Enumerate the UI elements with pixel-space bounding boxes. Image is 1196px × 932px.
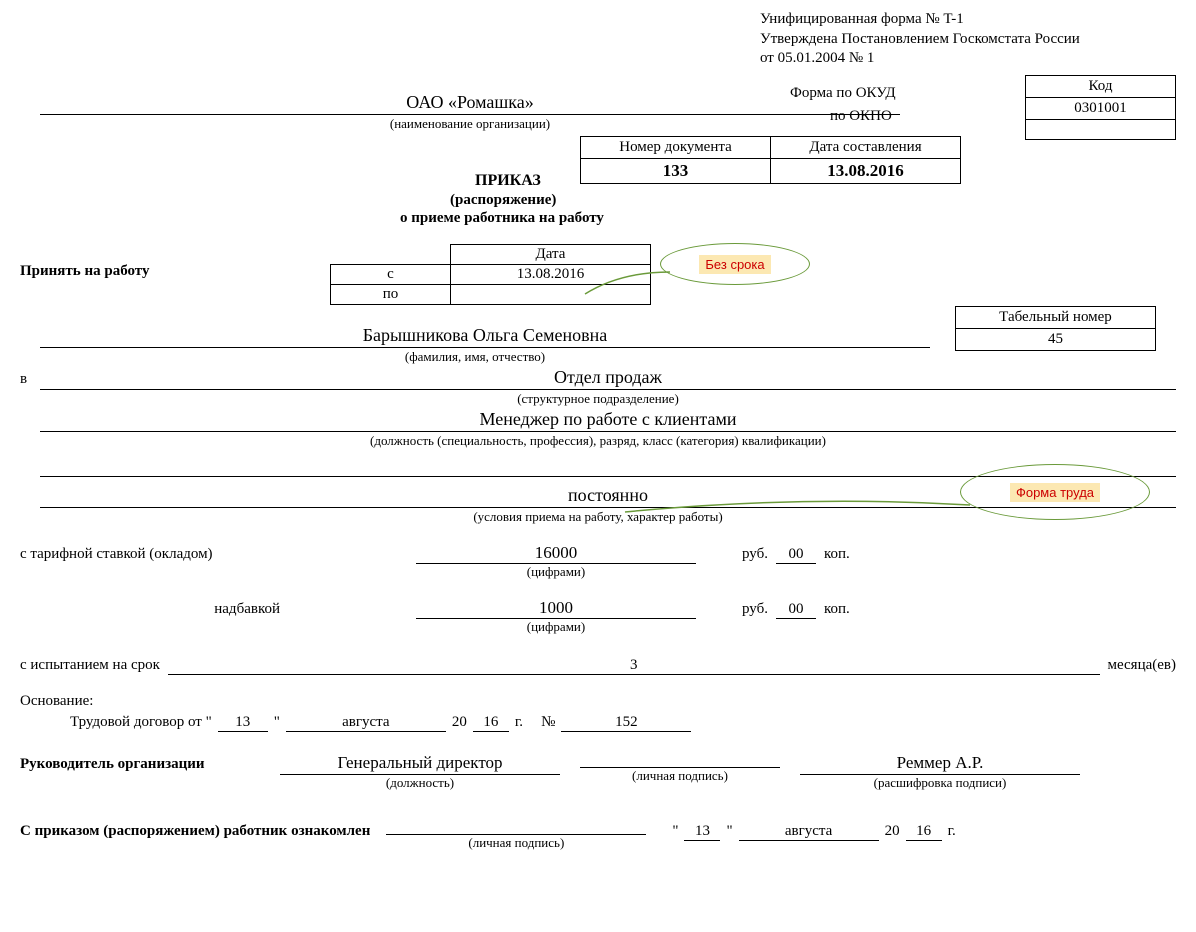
position-value: Менеджер по работе с клиентами: [40, 409, 1176, 432]
manager-name-caption: (расшифровка подписи): [874, 775, 1007, 791]
bonus-row: надбавкой 1000 (цифрами) руб. 00 коп.: [20, 598, 1176, 635]
salary-amount: 16000: [416, 543, 696, 564]
familiar-year-prefix: 20: [885, 823, 900, 840]
position-caption: (должность (специальность, профессия), р…: [20, 433, 1176, 449]
contract-month: августа: [286, 714, 446, 732]
fio-caption: (фамилия, имя, отчество): [20, 349, 930, 365]
contract-g: г.: [515, 714, 523, 731]
callout-work-form: Форма труда: [960, 464, 1150, 520]
manager-sign: [580, 750, 780, 768]
doc-table: Номер документа Дата составления 133 13.…: [580, 136, 961, 184]
kod-label: Код: [1026, 75, 1176, 97]
bonus-kop: коп.: [824, 601, 850, 618]
manager-row: Руководитель организации Генеральный дир…: [20, 750, 1176, 791]
doc-num-label: Номер документа: [581, 136, 771, 158]
trial-label: с испытанием на срок: [20, 657, 160, 674]
dept-value: Отдел продаж: [40, 367, 1176, 390]
manager-label: Руководитель организации: [20, 756, 260, 773]
manager-sign-caption: (личная подпись): [632, 768, 728, 784]
familiar-sign-caption: (личная подпись): [468, 835, 564, 851]
org-name: ОАО «Ромашка»: [40, 92, 900, 115]
callout-no-term-text: Без срока: [699, 255, 770, 274]
doc-date-label: Дата составления: [771, 136, 961, 158]
trial-value: 3: [168, 657, 1100, 675]
familiar-row: С приказом (распоряжением) работник озна…: [20, 817, 1176, 851]
bonus-amount: 1000: [416, 598, 696, 619]
salary-row: с тарифной ставкой (окладом) 16000 (цифр…: [20, 543, 1176, 580]
okud-label: Форма по ОКУД: [790, 85, 896, 102]
manager-name: Реммер А.Р.: [800, 753, 1080, 775]
doc-num-value: 133: [581, 158, 771, 183]
contract-num-sign: №: [541, 714, 555, 731]
dept-caption: (структурное подразделение): [20, 391, 1176, 407]
contract-label: Трудовой договор от ": [70, 714, 212, 731]
contract-row: Трудовой договор от " 13 " августа 20 16…: [20, 714, 1176, 732]
bonus-kop-val: 00: [776, 601, 816, 619]
bonus-label: надбавкой: [20, 601, 280, 618]
contract-num: 152: [561, 714, 691, 732]
date-to-value: [451, 284, 651, 304]
familiar-label: С приказом (распоряжением) работник озна…: [20, 823, 370, 840]
trial-unit: месяца(ев): [1108, 657, 1177, 674]
familiar-month: августа: [739, 823, 879, 841]
trial-row: с испытанием на срок 3 месяца(ев): [20, 657, 1176, 675]
okpo-value: [1026, 119, 1176, 139]
okpo-label: по ОКПО: [830, 108, 892, 125]
form-header: Унифицированная форма № T-1 Утверждена П…: [760, 10, 1176, 69]
contract-day: 13: [218, 714, 268, 732]
bonus-rub: руб.: [742, 601, 768, 618]
prikaz-sub2: о приеме работника на работу: [400, 210, 604, 227]
date-to-label: по: [331, 284, 451, 304]
date-from-value: 13.08.2016: [451, 264, 651, 284]
fio-value: Барышникова Ольга Семеновна: [40, 325, 930, 348]
familiar-day: 13: [684, 823, 720, 841]
doc-date-value: 13.08.2016: [771, 158, 961, 183]
tabnum-value: 45: [956, 329, 1156, 351]
date-header: Дата: [451, 244, 651, 264]
manager-position-caption: (должность): [386, 775, 454, 791]
tabnum-label: Табельный номер: [956, 307, 1156, 329]
salary-kop-val: 00: [776, 546, 816, 564]
prikaz-title: ПРИКАЗ: [475, 172, 541, 190]
salary-kop: коп.: [824, 546, 850, 563]
familiar-sign: [386, 817, 646, 835]
okud-value: 0301001: [1026, 97, 1176, 119]
dept-prefix: в: [20, 371, 40, 388]
header-line2: Утверждена Постановлением Госкомстата Ро…: [760, 30, 1176, 50]
salary-rub: руб.: [742, 546, 768, 563]
salary-label: с тарифной ставкой (окладом): [20, 546, 260, 563]
familiar-year: 16: [906, 823, 942, 841]
date-from-label: с: [331, 264, 451, 284]
callout-no-term: Без срока: [660, 243, 810, 285]
accept-label: Принять на работу: [20, 263, 149, 280]
prikaz-sub1: (распоряжение): [450, 192, 556, 209]
bonus-caption: (цифрами): [416, 619, 696, 635]
manager-position: Генеральный директор: [280, 753, 560, 775]
familiar-g: г.: [948, 823, 956, 840]
org-caption: (наименование организации): [40, 116, 900, 132]
callout-work-form-text: Форма труда: [1010, 483, 1100, 502]
contract-year-prefix: 20: [452, 714, 467, 731]
tabnum-table: Табельный номер 45: [955, 306, 1156, 351]
basis-label: Основание:: [20, 693, 1176, 710]
contract-year: 16: [473, 714, 509, 732]
header-line3: от 05.01.2004 № 1: [760, 49, 1176, 69]
org-row: ОАО «Ромашка»: [20, 92, 1176, 115]
header-line1: Унифицированная форма № T-1: [760, 10, 1176, 30]
salary-caption: (цифрами): [416, 564, 696, 580]
